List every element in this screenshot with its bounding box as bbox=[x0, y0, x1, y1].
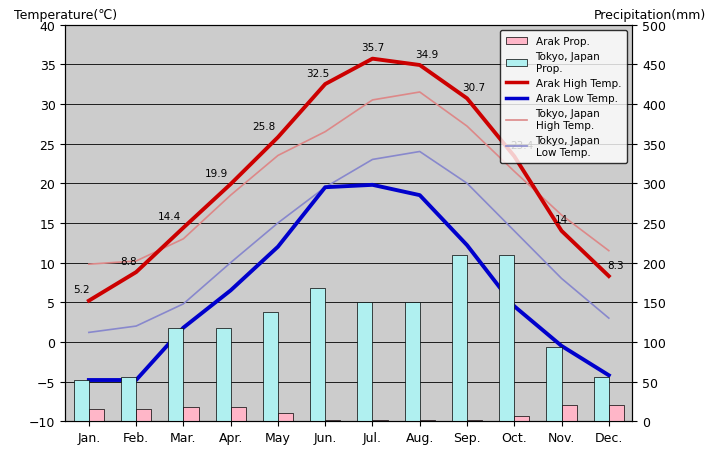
Arak High Temp. bbox=[132, 270, 140, 275]
Tokyo, Japan
Low Temp. bbox=[415, 150, 424, 155]
Tokyo, Japan
Low Temp. bbox=[368, 157, 377, 163]
Tokyo, Japan
High Temp. bbox=[368, 98, 377, 103]
Text: 25.8: 25.8 bbox=[252, 122, 275, 132]
Arak Low Temp. bbox=[84, 377, 93, 383]
Tokyo, Japan
Low Temp. bbox=[179, 302, 188, 307]
Tokyo, Japan
High Temp. bbox=[179, 236, 188, 242]
Tokyo, Japan
Low Temp. bbox=[605, 316, 613, 321]
Bar bbox=[499, 255, 514, 421]
Text: 8.8: 8.8 bbox=[121, 256, 138, 266]
Arak High Temp. bbox=[510, 154, 518, 160]
Bar bbox=[467, 420, 482, 421]
Bar bbox=[405, 302, 420, 421]
Arak Low Temp. bbox=[226, 288, 235, 293]
Arak Low Temp. bbox=[415, 193, 424, 198]
Bar bbox=[215, 328, 230, 421]
Bar bbox=[562, 405, 577, 421]
Bar bbox=[609, 405, 624, 421]
Text: 32.5: 32.5 bbox=[307, 68, 330, 78]
Arak High Temp. bbox=[463, 96, 472, 102]
Arak Low Temp. bbox=[463, 243, 472, 248]
Tokyo, Japan
High Temp. bbox=[605, 248, 613, 254]
Arak High Temp. bbox=[368, 57, 377, 62]
Arak Low Temp. bbox=[274, 245, 282, 250]
Arak High Temp. bbox=[605, 274, 613, 279]
Arak Low Temp. bbox=[557, 343, 566, 349]
Tokyo, Japan
High Temp. bbox=[463, 124, 472, 129]
Tokyo, Japan
High Temp. bbox=[510, 169, 518, 175]
Bar bbox=[121, 377, 136, 421]
Arak Low Temp. bbox=[179, 325, 188, 330]
Tokyo, Japan
High Temp. bbox=[132, 259, 140, 264]
Bar bbox=[325, 420, 341, 421]
Arak Low Temp. bbox=[510, 304, 518, 309]
Text: 23.4: 23.4 bbox=[510, 140, 533, 151]
Line: Arak Low Temp.: Arak Low Temp. bbox=[89, 185, 609, 380]
Tokyo, Japan
Low Temp. bbox=[226, 260, 235, 266]
Legend: Arak Prop., Tokyo, Japan
Prop., Arak High Temp., Arak Low Temp., Tokyo, Japan
Hi: Arak Prop., Tokyo, Japan Prop., Arak Hig… bbox=[500, 31, 627, 164]
Tokyo, Japan
Low Temp. bbox=[510, 229, 518, 234]
Bar bbox=[89, 409, 104, 421]
Tokyo, Japan
Low Temp. bbox=[463, 181, 472, 187]
Bar bbox=[168, 328, 184, 421]
Bar bbox=[452, 255, 467, 421]
Tokyo, Japan
Low Temp. bbox=[132, 324, 140, 329]
Bar bbox=[73, 380, 89, 421]
Bar bbox=[263, 312, 278, 421]
Bar bbox=[357, 302, 372, 421]
Arak Low Temp. bbox=[605, 373, 613, 378]
Tokyo, Japan
Low Temp. bbox=[84, 330, 93, 336]
Text: 34.9: 34.9 bbox=[415, 50, 438, 60]
Bar bbox=[546, 348, 562, 421]
Text: 8.3: 8.3 bbox=[608, 260, 624, 270]
Tokyo, Japan
High Temp. bbox=[274, 153, 282, 159]
Tokyo, Japan
Low Temp. bbox=[557, 276, 566, 282]
Arak High Temp. bbox=[274, 135, 282, 140]
Bar bbox=[278, 414, 293, 421]
Line: Tokyo, Japan
Low Temp.: Tokyo, Japan Low Temp. bbox=[89, 152, 609, 333]
Bar bbox=[420, 420, 435, 421]
Tokyo, Japan
Low Temp. bbox=[274, 221, 282, 226]
Arak High Temp. bbox=[84, 298, 93, 304]
Y-axis label: Precipitation(mm): Precipitation(mm) bbox=[594, 9, 706, 22]
Arak High Temp. bbox=[226, 182, 235, 187]
Arak High Temp. bbox=[557, 229, 566, 234]
Bar bbox=[514, 416, 529, 421]
Arak High Temp. bbox=[179, 225, 188, 231]
Arak Low Temp. bbox=[321, 185, 330, 190]
Bar bbox=[372, 420, 387, 421]
Bar bbox=[594, 377, 609, 421]
Line: Tokyo, Japan
High Temp.: Tokyo, Japan High Temp. bbox=[89, 93, 609, 264]
Arak High Temp. bbox=[415, 63, 424, 68]
Tokyo, Japan
High Temp. bbox=[415, 90, 424, 95]
Tokyo, Japan
High Temp. bbox=[321, 129, 330, 135]
Bar bbox=[310, 288, 325, 421]
Text: 35.7: 35.7 bbox=[361, 43, 384, 53]
Arak Low Temp. bbox=[368, 183, 377, 188]
Bar bbox=[136, 409, 151, 421]
Text: 14.4: 14.4 bbox=[158, 212, 181, 222]
Tokyo, Japan
High Temp. bbox=[84, 262, 93, 267]
Line: Arak High Temp.: Arak High Temp. bbox=[89, 60, 609, 301]
Arak Low Temp. bbox=[132, 377, 140, 383]
Y-axis label: Temperature(℃): Temperature(℃) bbox=[14, 9, 117, 22]
Text: 14: 14 bbox=[555, 215, 568, 225]
Bar bbox=[184, 407, 199, 421]
Tokyo, Japan
High Temp. bbox=[557, 213, 566, 218]
Text: 5.2: 5.2 bbox=[73, 285, 90, 295]
Tokyo, Japan
High Temp. bbox=[226, 193, 235, 198]
Arak High Temp. bbox=[321, 82, 330, 88]
Text: 30.7: 30.7 bbox=[462, 83, 486, 93]
Text: 19.9: 19.9 bbox=[205, 168, 228, 178]
Tokyo, Japan
Low Temp. bbox=[321, 185, 330, 190]
Bar bbox=[230, 407, 246, 421]
